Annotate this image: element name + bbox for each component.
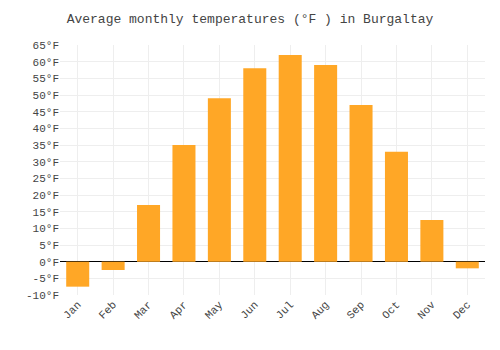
svg-text:-10°F: -10°F bbox=[26, 290, 59, 302]
svg-text:Jan: Jan bbox=[61, 299, 83, 321]
svg-text:Nov: Nov bbox=[415, 299, 438, 322]
svg-text:May: May bbox=[203, 299, 226, 322]
svg-text:15°F: 15°F bbox=[33, 207, 59, 219]
svg-text:40°F: 40°F bbox=[33, 123, 59, 135]
svg-text:Apr: Apr bbox=[167, 299, 189, 321]
svg-text:Aug: Aug bbox=[309, 299, 331, 321]
svg-text:Average monthly temperatures (: Average monthly temperatures (°F ) in Bu… bbox=[67, 12, 434, 27]
svg-text:65°F: 65°F bbox=[33, 40, 59, 52]
svg-text:30°F: 30°F bbox=[33, 157, 59, 169]
svg-text:Jul: Jul bbox=[274, 299, 296, 321]
svg-text:35°F: 35°F bbox=[33, 140, 59, 152]
svg-text:0°F: 0°F bbox=[39, 257, 59, 269]
svg-text:Oct: Oct bbox=[380, 299, 402, 321]
svg-text:Jun: Jun bbox=[238, 299, 260, 321]
svg-text:10°F: 10°F bbox=[33, 223, 59, 235]
svg-text:Sep: Sep bbox=[345, 299, 367, 321]
svg-text:5°F: 5°F bbox=[39, 240, 59, 252]
svg-text:45°F: 45°F bbox=[33, 107, 59, 119]
svg-text:25°F: 25°F bbox=[33, 173, 59, 185]
svg-text:Feb: Feb bbox=[97, 299, 119, 321]
svg-text:Dec: Dec bbox=[451, 299, 473, 321]
svg-text:20°F: 20°F bbox=[33, 190, 59, 202]
svg-text:55°F: 55°F bbox=[33, 73, 59, 85]
svg-text:60°F: 60°F bbox=[33, 57, 59, 69]
svg-text:-5°F: -5°F bbox=[33, 273, 59, 285]
svg-text:Mar: Mar bbox=[132, 299, 154, 321]
svg-text:50°F: 50°F bbox=[33, 90, 59, 102]
